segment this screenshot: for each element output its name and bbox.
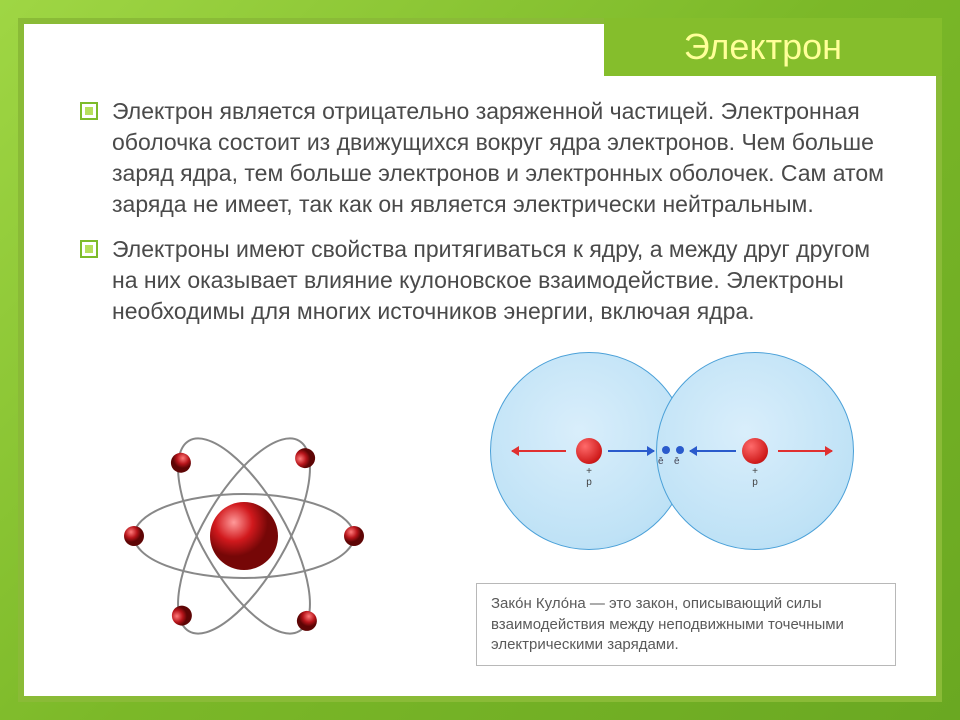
- bullet-2: Электроны имеют свойства притягиваться к…: [80, 234, 888, 327]
- coulomb-law-box: Зако́н Куло́на — это закон, описывающий …: [476, 583, 896, 666]
- slide-content: Электрон является отрицательно заряженно…: [24, 24, 936, 696]
- repel-arrow-left: [512, 450, 566, 452]
- coulomb-diagram: + p + p ē ē: [476, 346, 896, 556]
- paragraph-1: Электрон является отрицательно заряженно…: [112, 96, 888, 220]
- slide-frame: Электрон Электрон является отрицательно …: [18, 18, 942, 702]
- bullet-icon: [80, 102, 98, 120]
- bullet-1: Электрон является отрицательно заряженно…: [80, 96, 888, 220]
- proton-left: [576, 438, 602, 464]
- proton-right-label: + p: [745, 466, 765, 488]
- proton-left-label: + p: [579, 466, 599, 488]
- electron-left: [662, 446, 670, 454]
- electron-left-label: ē: [658, 456, 664, 467]
- attract-arrow-left: [608, 450, 654, 452]
- electron-right-label: ē: [674, 456, 680, 467]
- repel-arrow-right: [778, 450, 832, 452]
- proton-right: [742, 438, 768, 464]
- electron-right: [676, 446, 684, 454]
- bullet-icon: [80, 240, 98, 258]
- atom-diagram: [114, 416, 374, 656]
- paragraph-2: Электроны имеют свойства притягиваться к…: [112, 234, 888, 327]
- atom-svg: [114, 416, 374, 656]
- attract-arrow-right: [690, 450, 736, 452]
